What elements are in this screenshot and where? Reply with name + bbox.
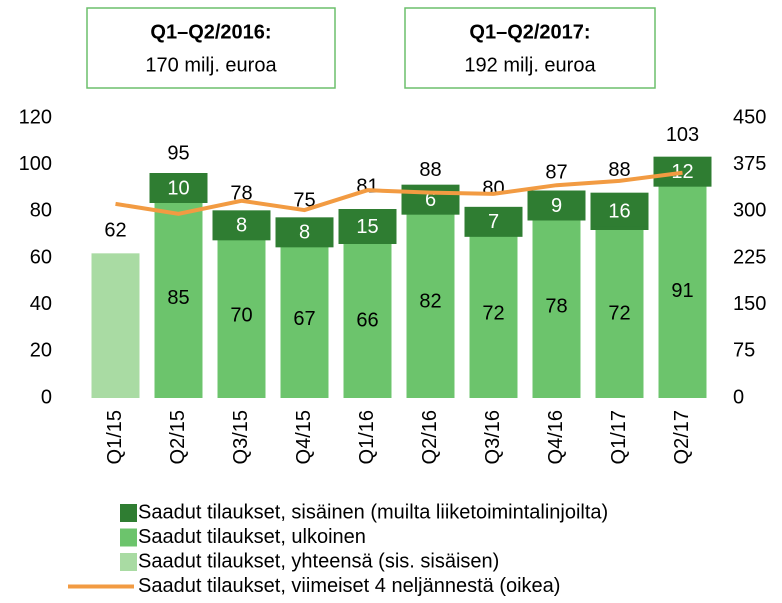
label-box — [464, 206, 523, 237]
value-label: 8 — [299, 222, 310, 244]
x-tick-label: Q1/17 — [608, 410, 630, 464]
y2-tick-label: 450 — [733, 106, 766, 128]
annotation-box — [404, 7, 656, 89]
total-label: 95 — [167, 143, 189, 165]
label-box — [275, 217, 334, 248]
total-label: 88 — [419, 159, 441, 181]
y2-tick-label: 150 — [733, 293, 766, 315]
x-tick-label: Q4/16 — [545, 410, 567, 464]
bar-segment — [154, 199, 203, 398]
x-tick-label: Q2/17 — [671, 410, 693, 464]
label-box — [590, 196, 649, 227]
annotation-text: 192 milj. euroa — [464, 54, 596, 76]
label-box — [338, 211, 397, 242]
y2-tick-label: 375 — [733, 153, 766, 175]
label-box — [653, 156, 712, 187]
value-label: 10 — [167, 177, 189, 199]
legend-swatch — [120, 528, 137, 547]
bar-segment — [280, 241, 329, 398]
value-label: 6 — [425, 189, 436, 211]
value-label: 9 — [551, 195, 562, 217]
annotation-title: Q1–Q2/2016: — [150, 21, 271, 43]
value-label: 15 — [356, 216, 378, 238]
y2-tick-label: 75 — [733, 340, 755, 362]
y-tick-label: 60 — [30, 246, 52, 268]
annotation-title: Q1–Q2/2017: — [469, 21, 590, 43]
y-tick-label: 20 — [30, 340, 52, 362]
total-label: 75 — [293, 189, 315, 211]
x-tick-label: Q1/16 — [356, 410, 378, 464]
value-label: 67 — [293, 308, 315, 330]
total-label: 103 — [666, 124, 699, 146]
value-label: 12 — [671, 161, 693, 183]
legend-label: Saadut tilaukset, sisäinen (muilta liike… — [138, 501, 608, 523]
label-box — [212, 210, 271, 241]
x-tick-label: Q4/15 — [293, 410, 315, 464]
x-tick-label: Q1/15 — [104, 410, 126, 464]
y2-tick-label: 0 — [733, 386, 744, 408]
total-label: 88 — [608, 159, 630, 181]
bar-segment — [469, 230, 518, 398]
x-tick-label: Q3/16 — [482, 410, 504, 464]
bar-segment — [343, 244, 392, 398]
bar-segment — [658, 185, 707, 398]
legend-label: Saadut tilaukset, yhteensä (sis. sisäise… — [138, 550, 499, 572]
total-label: 62 — [104, 220, 126, 242]
legend-swatch — [120, 504, 137, 522]
bar-segment — [595, 230, 644, 398]
value-label: 91 — [671, 280, 693, 302]
x-tick-label: Q2/16 — [419, 410, 441, 464]
y2-tick-label: 300 — [733, 200, 766, 222]
line — [115, 170, 683, 216]
y-tick-label: 80 — [30, 200, 52, 222]
bar-segment — [91, 253, 140, 398]
y-tick-label: 120 — [19, 106, 52, 128]
value-label: 7 — [488, 211, 499, 233]
value-label: 16 — [608, 201, 630, 223]
value-label: 72 — [482, 302, 504, 324]
label-box — [401, 184, 460, 215]
y-tick-label: 100 — [19, 153, 52, 175]
legend-label: Saadut tilaukset, ulkoinen — [138, 526, 366, 548]
bar-segment — [406, 206, 455, 398]
value-label: 78 — [545, 295, 567, 317]
value-label: 85 — [167, 287, 189, 309]
annotation-box — [86, 7, 336, 89]
value-label: 82 — [419, 291, 441, 313]
label-box — [149, 173, 208, 203]
annotation-text: 170 milj. euroa — [145, 54, 277, 76]
total-label: 80 — [482, 178, 504, 200]
bar-segment — [217, 234, 266, 398]
legend-label: Saadut tilaukset, viimeiset 4 neljännest… — [138, 575, 560, 597]
label-box — [527, 190, 586, 221]
total-label: 87 — [545, 161, 567, 183]
y-tick-label: 0 — [41, 386, 52, 408]
legend-swatch — [120, 553, 137, 571]
y-tick-label: 40 — [30, 293, 52, 315]
value-label: 8 — [236, 215, 247, 237]
x-tick-label: Q2/15 — [167, 410, 189, 464]
x-tick-label: Q3/15 — [230, 410, 252, 464]
value-label: 70 — [230, 305, 252, 327]
bar-segment — [532, 216, 581, 398]
total-label: 78 — [230, 182, 252, 204]
y2-tick-label: 225 — [733, 246, 766, 268]
value-label: 66 — [356, 309, 378, 331]
value-label: 72 — [608, 302, 630, 324]
